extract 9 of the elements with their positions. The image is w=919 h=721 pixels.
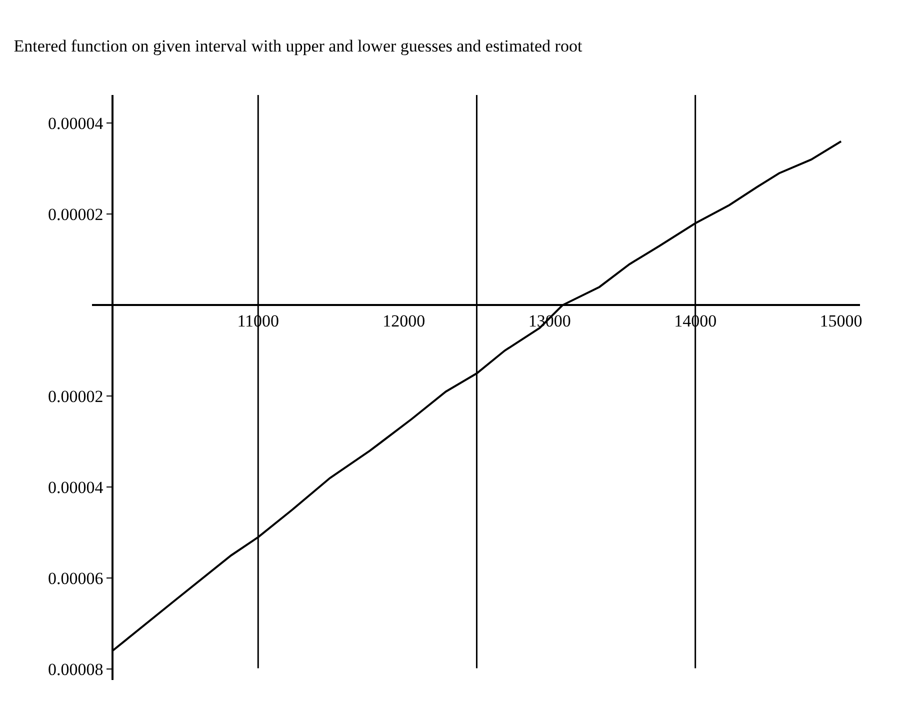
y-tick-label: 0.00008 bbox=[48, 660, 104, 680]
y-tick-label: 0.00004 bbox=[48, 114, 104, 134]
x-tick-label: 12000 bbox=[382, 311, 426, 330]
y-tick-label: 0.00004 bbox=[48, 478, 104, 498]
x-tick-label: 15000 bbox=[820, 311, 862, 330]
y-tick-label: 0.00002 bbox=[48, 387, 104, 406]
y-tick-label: 0.00002 bbox=[48, 205, 104, 224]
y-tick-label: 0.00006 bbox=[48, 569, 104, 588]
chart-title: Entered function on given interval with upper and lower guesses and estimated root bbox=[14, 36, 582, 56]
